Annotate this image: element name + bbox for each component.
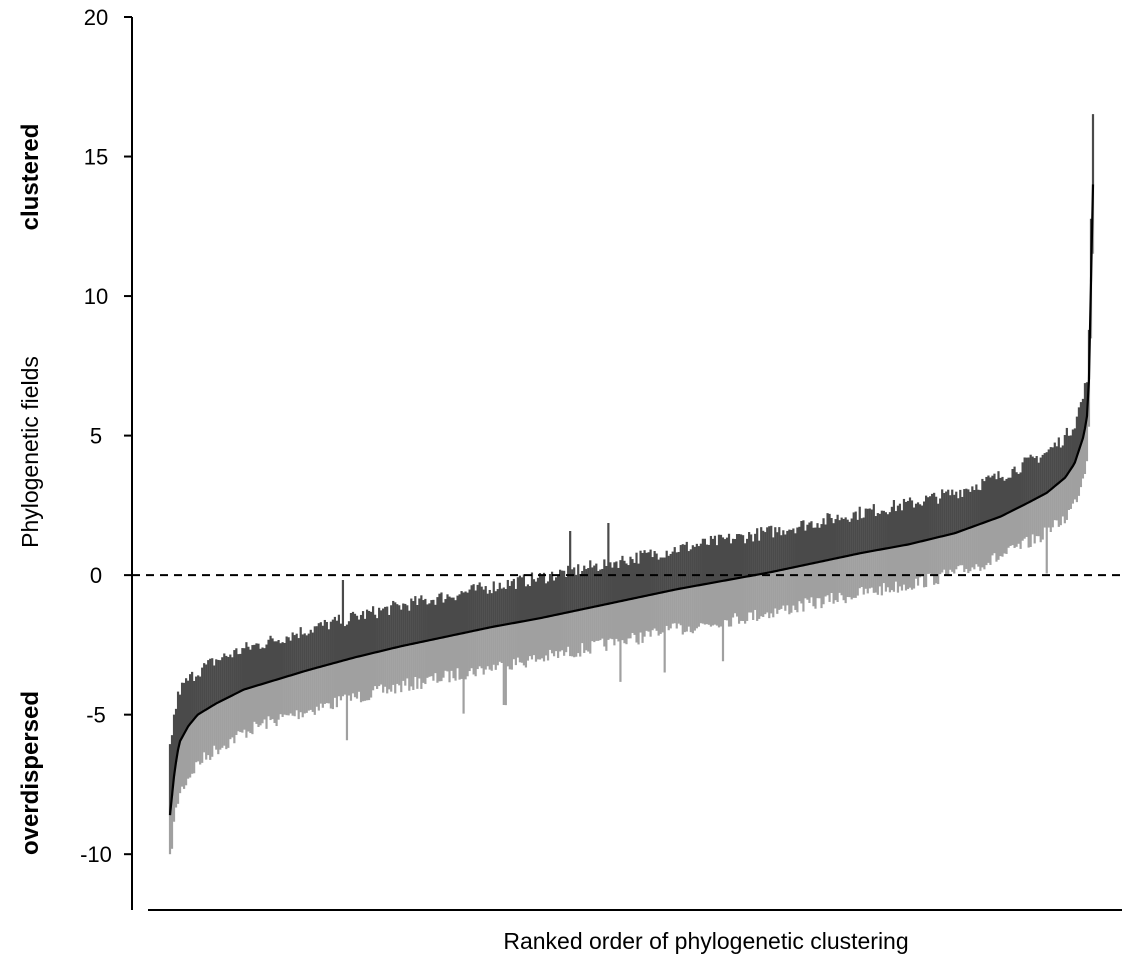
y-axis-title: Phylogenetic fields <box>17 356 43 548</box>
y-tick-label: -10 <box>80 842 112 867</box>
y-tick-label: 10 <box>84 284 108 309</box>
lower-bound-series <box>168 184 1095 855</box>
side-label-overdispersed: overdispersed <box>17 691 44 855</box>
y-tick-label: -5 <box>86 703 106 728</box>
y-tick-label: 20 <box>84 5 108 30</box>
side-label-clustered: clustered <box>17 124 44 231</box>
x-axis-title: Ranked order of phylogenetic clustering <box>503 928 908 954</box>
series-layer <box>168 114 1095 855</box>
y-axis-ticks: 20 15 10 5 0 -5 -10 <box>80 5 132 867</box>
y-tick-label: 5 <box>90 424 102 449</box>
ranked-estimate-line <box>168 184 1095 816</box>
y-tick-label: 0 <box>90 563 102 588</box>
y-tick-label: 15 <box>84 145 108 170</box>
